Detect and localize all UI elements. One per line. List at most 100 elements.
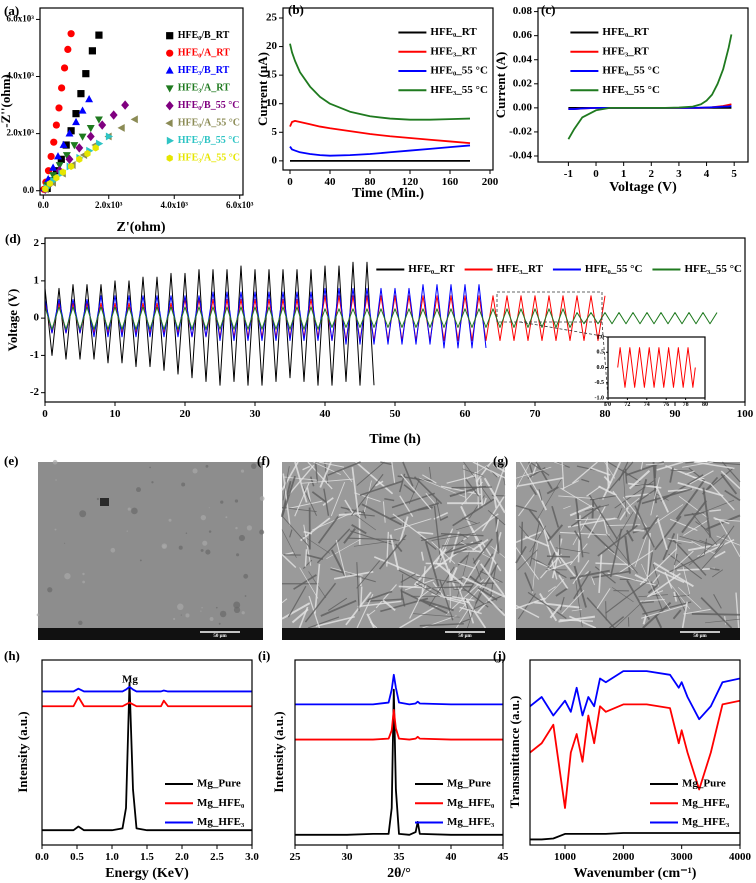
sem-fiber: [615, 511, 634, 541]
sem-fiber: [330, 549, 347, 579]
x-tick-label: 40: [325, 176, 337, 188]
sem-fiber: [697, 539, 735, 558]
sem-fiber: [459, 559, 480, 592]
sem-fiber: [693, 461, 735, 470]
sem-fiber: [569, 615, 597, 629]
legend-label: HFE₀/B_55 °C: [178, 100, 240, 111]
sem-fiber: [520, 521, 524, 556]
plot-data: [617, 347, 696, 388]
sem-fiber: [431, 532, 476, 541]
sem-fiber: [380, 461, 392, 466]
sem-fiber: [573, 530, 582, 541]
legend-label: HFE₀/A_55 °C: [178, 117, 240, 128]
sem-fiber: [420, 533, 452, 542]
sem-fiber: [420, 551, 425, 561]
panel-label: (d): [5, 231, 21, 246]
data-point: [55, 162, 64, 170]
panel-label: (a): [4, 3, 19, 18]
x-tick-label: 1.5: [140, 851, 154, 863]
data-point: [78, 133, 87, 141]
sem-fiber: [551, 505, 560, 528]
legend-label: HFE₃/A_55 °C: [178, 152, 240, 163]
sem-fiber: [436, 562, 464, 586]
x-tick-label: 90: [670, 408, 682, 420]
sem-fiber: [547, 586, 556, 592]
data-point: [105, 132, 114, 141]
sem-spot: [215, 606, 218, 609]
chart-panel: 1000 2000 3000 4000 (j) Wavenumber (cm⁻¹) Tran…: [493, 648, 752, 881]
sem-fiber: [634, 535, 647, 568]
sem-fiber: [361, 503, 403, 526]
sem-fiber: [559, 596, 565, 611]
y-tick-label: 0.02: [513, 77, 533, 89]
sem-spot: [233, 606, 241, 613]
x-axis-label: Time (Min.): [352, 186, 424, 201]
sem-fiber: [515, 504, 537, 513]
sem-fiber: [681, 500, 707, 534]
data-line: [295, 673, 503, 706]
sem-panel: 50 μm (g): [493, 453, 741, 640]
data-line: [45, 306, 718, 330]
legend-label: Mg_HFE₀: [682, 797, 730, 809]
sem-fiber: [559, 619, 593, 622]
sem-info-bar: [38, 628, 263, 640]
sem-fiber: [721, 461, 741, 483]
sem-fiber: [403, 484, 416, 494]
sem-fiber: [400, 590, 448, 615]
data-point: [88, 47, 96, 55]
sem-fiber: [344, 499, 355, 516]
y-tick-label: -0.5: [595, 380, 605, 386]
sem-fiber: [558, 574, 569, 590]
sem-fiber: [685, 461, 695, 464]
y-axis-label: Intensity (a.u.): [15, 711, 30, 792]
data-line: [567, 34, 733, 140]
x-tick-label: 40: [446, 851, 458, 863]
sem-fiber: [638, 594, 668, 598]
y-tick-label: 0.06: [513, 29, 533, 41]
sem-spot: [110, 547, 116, 553]
data-point: [67, 162, 75, 171]
x-tick-label: 4: [704, 168, 710, 180]
sem-fiber: [479, 478, 484, 507]
sem-fiber: [458, 562, 476, 569]
data-point: [109, 110, 118, 120]
data-point: [98, 120, 107, 130]
sem-spot: [205, 464, 209, 468]
legend-swatch: [166, 136, 175, 145]
sem-spot: [209, 617, 214, 621]
sem-fiber: [652, 461, 657, 504]
sem-fiber: [463, 464, 467, 503]
plot-data: [289, 43, 471, 162]
sem-texture: [36, 459, 265, 626]
legend-item: Mg_HFE₃: [650, 816, 730, 828]
data-line: [42, 685, 252, 693]
sem-spot: [240, 469, 245, 473]
y-tick-label: 0: [34, 312, 40, 324]
sem-fiber: [672, 533, 679, 580]
data-point: [76, 155, 83, 163]
sem-fiber: [425, 541, 440, 587]
sem-fiber: [399, 604, 439, 629]
sem-info-bar: [516, 628, 740, 640]
sem-fiber: [333, 570, 374, 580]
data-point: [84, 150, 91, 158]
sem-fiber: [713, 593, 722, 609]
sem-fiber: [373, 556, 421, 577]
legend-label: HFE₀/B_RT: [178, 30, 230, 41]
sem-fiber: [563, 505, 571, 510]
sem-fiber: [304, 582, 337, 623]
x-axis-label: Time (h): [369, 432, 421, 447]
x-axis-label: Voltage (V): [609, 180, 677, 195]
sem-fiber: [300, 481, 317, 516]
legend-item: HFE₀/B_55 °C: [165, 100, 240, 111]
sem-fiber: [524, 535, 550, 547]
legend-label: HFE₃_RT: [430, 45, 477, 57]
legend-label: HFE₀_55 °C: [585, 263, 643, 275]
sem-fiber: [356, 461, 385, 486]
sem-fiber: [528, 509, 552, 539]
sem-spot: [238, 534, 246, 542]
y-axis-label: Voltage (V): [5, 289, 20, 352]
sem-fiber: [400, 473, 432, 510]
y-tick-label: 2: [34, 237, 40, 249]
